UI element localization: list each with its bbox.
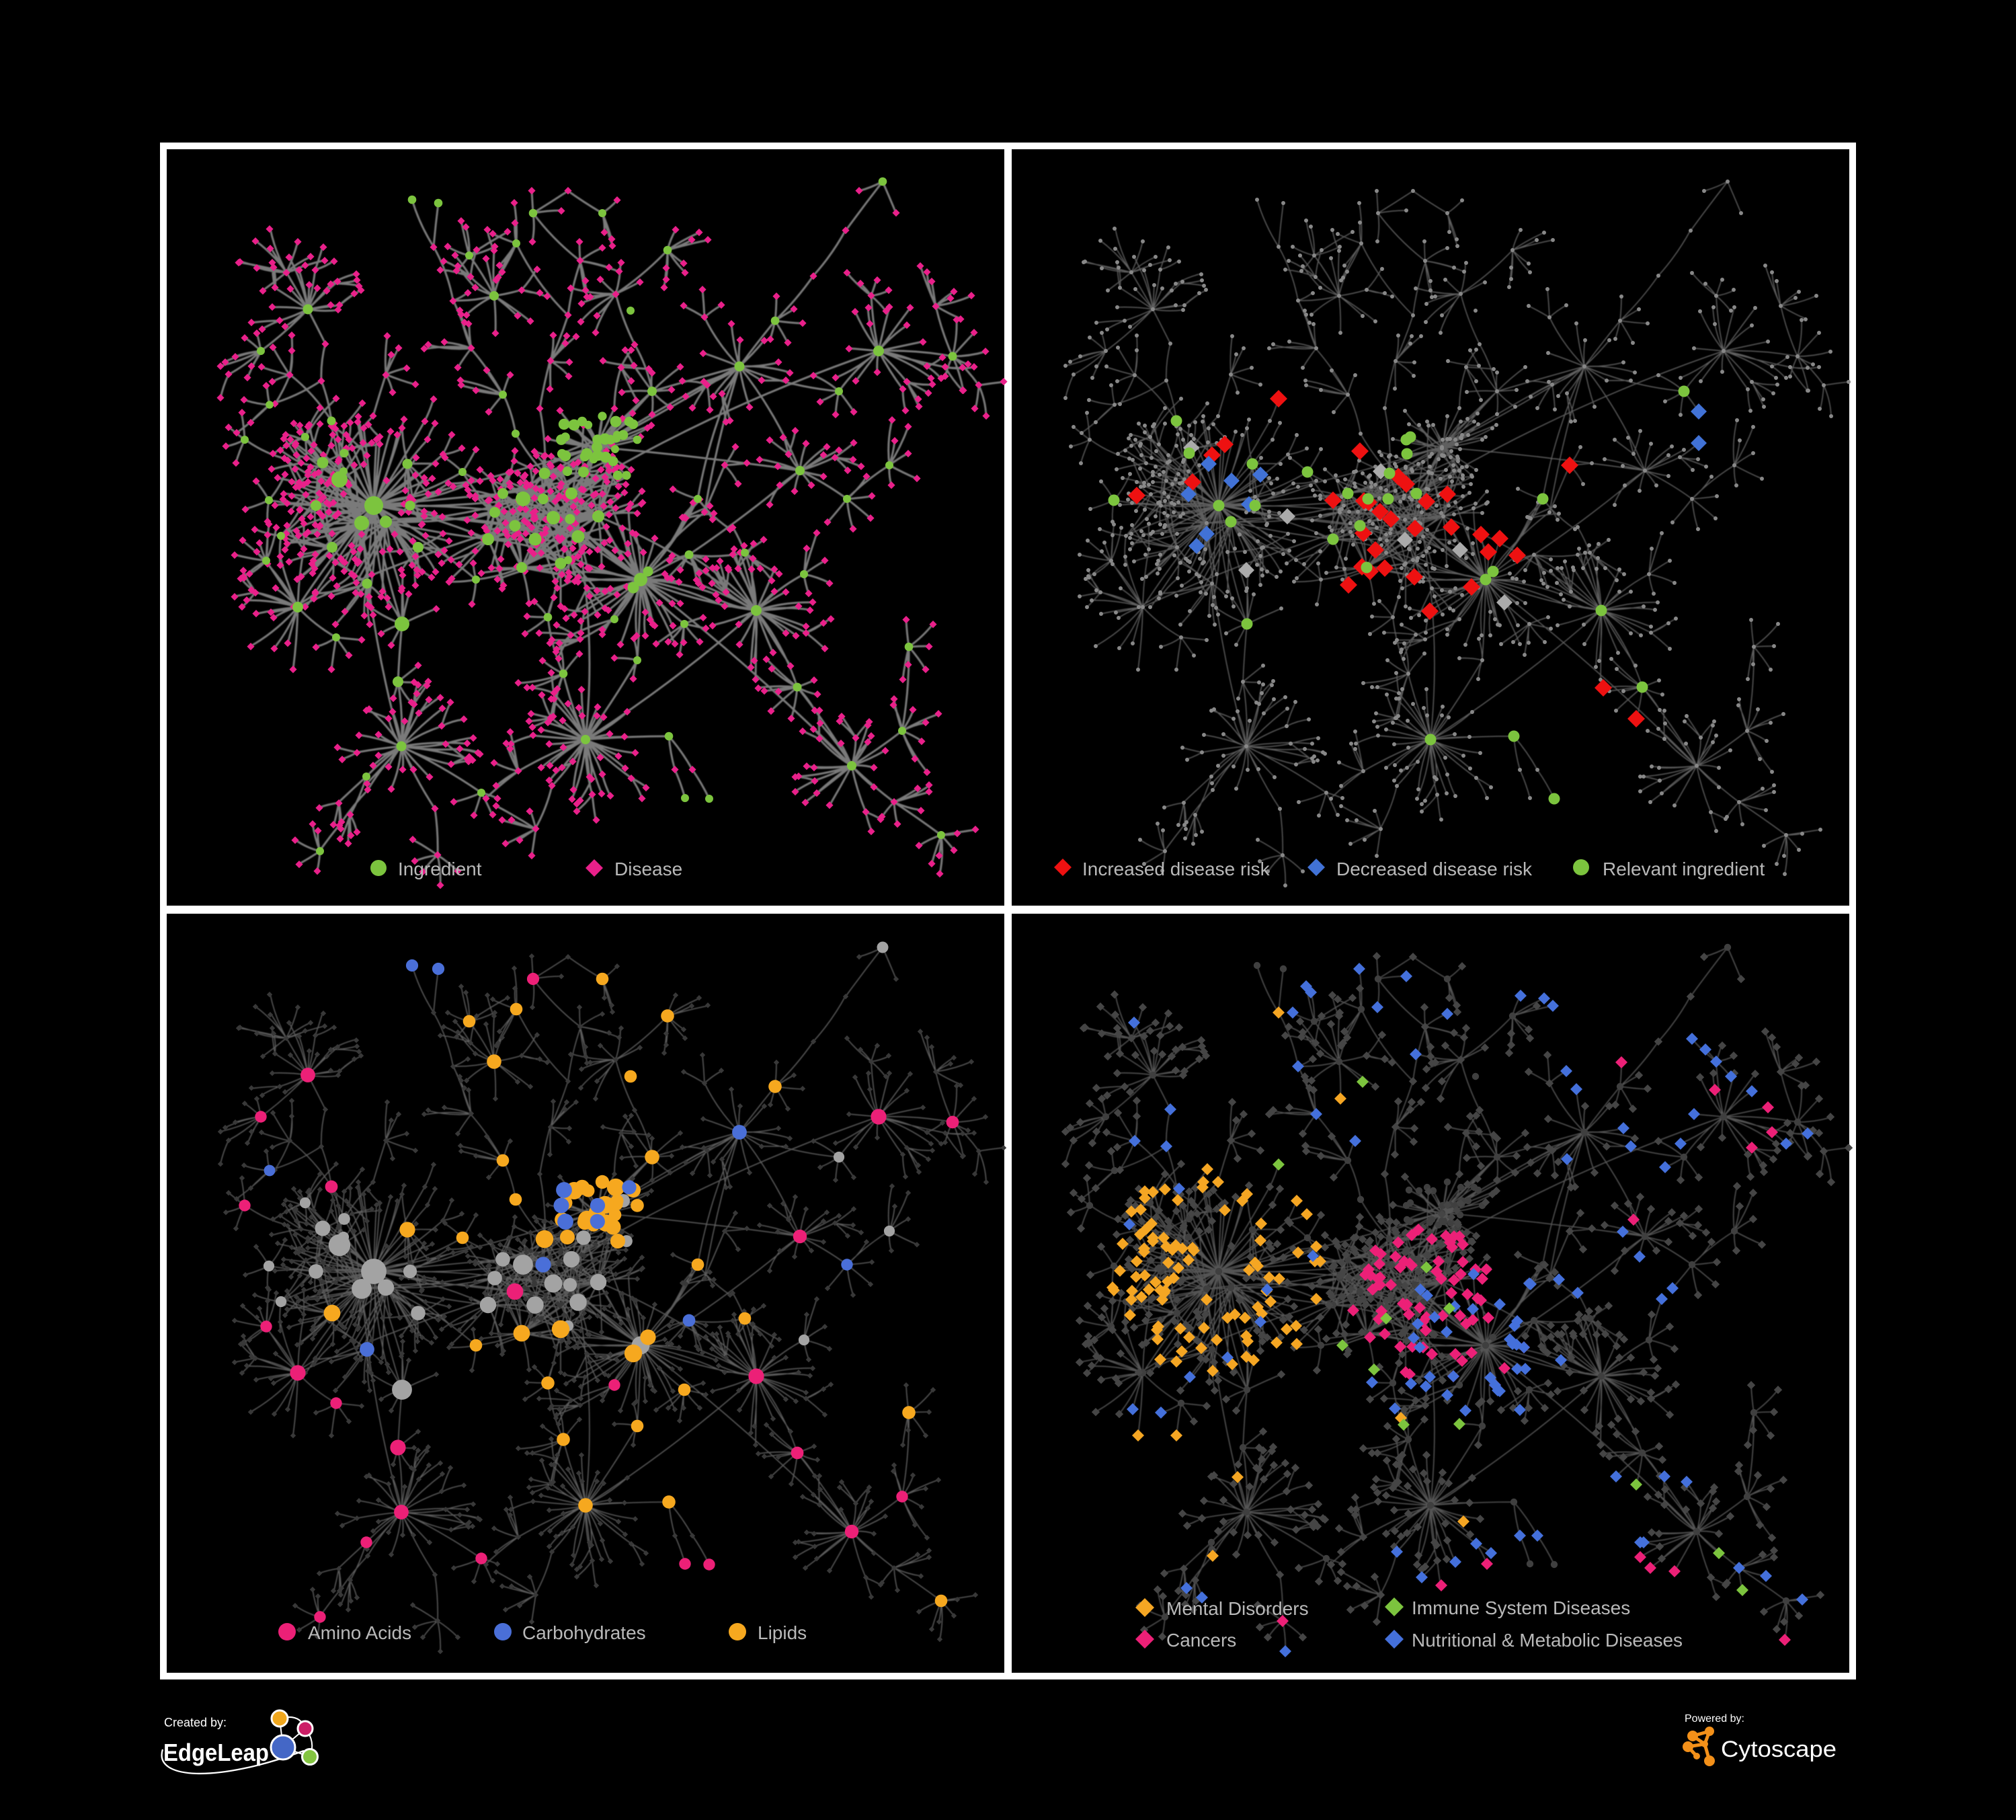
svg-text:Carbohydrates: Carbohydrates	[522, 1622, 646, 1643]
svg-text:Cancers: Cancers	[1166, 1630, 1236, 1651]
svg-text:Powered by:: Powered by:	[1685, 1713, 1744, 1725]
svg-text:Cytoscape: Cytoscape	[1721, 1737, 1837, 1762]
svg-text:Amino Acids: Amino Acids	[308, 1622, 411, 1643]
svg-text:Immune System Diseases: Immune System Diseases	[1412, 1597, 1630, 1618]
svg-text:Increased disease risk: Increased disease risk	[1082, 859, 1271, 879]
svg-text:Decreased disease risk: Decreased disease risk	[1336, 859, 1533, 879]
svg-text:Ingredient: Ingredient	[398, 859, 482, 879]
svg-text:Nutritional & Metabolic Diseas: Nutritional & Metabolic Diseases	[1412, 1630, 1683, 1651]
svg-text:Relevant ingredient: Relevant ingredient	[1603, 859, 1765, 879]
svg-text:Created by:: Created by:	[164, 1716, 227, 1729]
svg-text:Lipids: Lipids	[758, 1622, 807, 1643]
svg-text:Mental Disorders: Mental Disorders	[1166, 1598, 1309, 1619]
svg-text:EdgeLeap: EdgeLeap	[163, 1739, 269, 1766]
svg-text:Disease: Disease	[614, 859, 682, 879]
